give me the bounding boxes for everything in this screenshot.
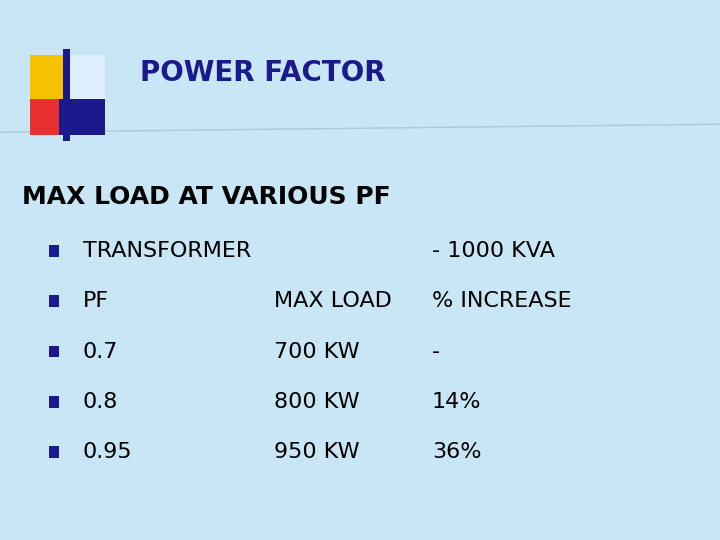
Bar [49,346,59,357]
Text: -: - [432,341,440,362]
Bar [49,295,59,307]
Bar [30,55,69,103]
Text: - 1000 KVA: - 1000 KVA [432,241,555,261]
Bar [49,245,59,257]
Text: 14%: 14% [432,392,482,412]
Text: % INCREASE: % INCREASE [432,291,572,312]
Bar [58,99,105,135]
Text: 0.8: 0.8 [83,392,118,412]
Text: MAX LOAD AT VARIOUS PF: MAX LOAD AT VARIOUS PF [22,185,390,209]
Bar [66,55,105,103]
Bar [30,99,76,135]
Text: TRANSFORMER: TRANSFORMER [83,241,251,261]
Text: MAX LOAD: MAX LOAD [274,291,392,312]
Bar [49,396,59,408]
Text: 36%: 36% [432,442,482,462]
Text: 950 KW: 950 KW [274,442,359,462]
Text: PF: PF [83,291,109,312]
Text: 0.7: 0.7 [83,341,118,362]
Bar [63,49,71,141]
Text: 0.95: 0.95 [83,442,132,462]
Text: 700 KW: 700 KW [274,341,359,362]
Text: 800 KW: 800 KW [274,392,359,412]
Text: POWER FACTOR: POWER FACTOR [140,59,386,87]
Bar [49,446,59,458]
